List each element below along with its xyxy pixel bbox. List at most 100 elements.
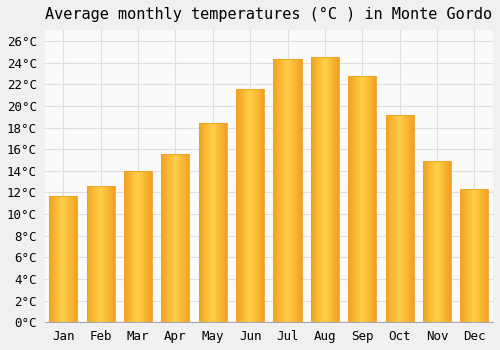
Bar [98,186,99,322]
Bar [135,171,136,322]
Bar [239,89,240,322]
Bar [274,59,276,322]
Bar [390,114,391,322]
Bar [225,123,226,322]
Bar [221,123,222,322]
Bar [364,76,365,322]
Bar [312,57,314,322]
Bar [258,89,260,322]
Bar [464,189,465,322]
Bar [165,154,166,322]
Bar [468,189,469,322]
Bar [144,171,146,322]
Bar [55,196,56,322]
Bar [276,59,277,322]
Bar [446,161,448,322]
Bar [186,154,188,322]
Bar [440,161,442,322]
Bar [296,59,297,322]
Bar [223,123,224,322]
Bar [202,123,203,322]
Bar [180,154,181,322]
Bar [450,161,451,322]
Bar [56,196,58,322]
Bar [483,189,484,322]
Bar [148,171,149,322]
Bar [218,123,220,322]
Bar [316,57,318,322]
Bar [112,186,113,322]
Bar [374,76,376,322]
Bar [434,161,435,322]
Bar [111,186,112,322]
Bar [320,57,321,322]
Bar [94,186,95,322]
Bar [348,76,376,322]
Bar [86,186,88,322]
Bar [163,154,164,322]
Bar [150,171,151,322]
Bar [54,196,55,322]
Bar [139,171,140,322]
Bar [254,89,255,322]
Bar [207,123,208,322]
Bar [438,161,439,322]
Bar [391,114,392,322]
Bar [282,59,283,322]
Bar [206,123,207,322]
Bar [274,59,301,322]
Bar [141,171,142,322]
Bar [386,114,388,322]
Bar [367,76,368,322]
Bar [332,57,334,322]
Bar [172,154,174,322]
Bar [96,186,97,322]
Bar [146,171,148,322]
Bar [174,154,176,322]
Bar [124,171,152,322]
Bar [370,76,372,322]
Bar [369,76,370,322]
Bar [358,76,360,322]
Bar [88,186,90,322]
Bar [178,154,179,322]
Bar [321,57,322,322]
Bar [318,57,320,322]
Bar [249,89,250,322]
Bar [324,57,325,322]
Bar [134,171,135,322]
Bar [395,114,396,322]
Bar [325,57,326,322]
Bar [198,123,200,322]
Bar [107,186,108,322]
Bar [242,89,244,322]
Bar [462,189,463,322]
Bar [162,154,190,322]
Bar [168,154,169,322]
Bar [95,186,96,322]
Bar [50,196,78,322]
Bar [463,189,464,322]
Bar [311,57,339,322]
Bar [328,57,330,322]
Bar [423,161,424,322]
Bar [58,196,59,322]
Bar [167,154,168,322]
Bar [137,171,138,322]
Bar [162,154,163,322]
Bar [469,189,470,322]
Bar [236,89,264,322]
Bar [477,189,478,322]
Bar [465,189,466,322]
Bar [476,189,477,322]
Bar [400,114,402,322]
Bar [277,59,278,322]
Bar [444,161,446,322]
Bar [260,89,262,322]
Bar [209,123,210,322]
Bar [250,89,251,322]
Bar [50,196,51,322]
Bar [479,189,480,322]
Bar [338,57,339,322]
Bar [184,154,186,322]
